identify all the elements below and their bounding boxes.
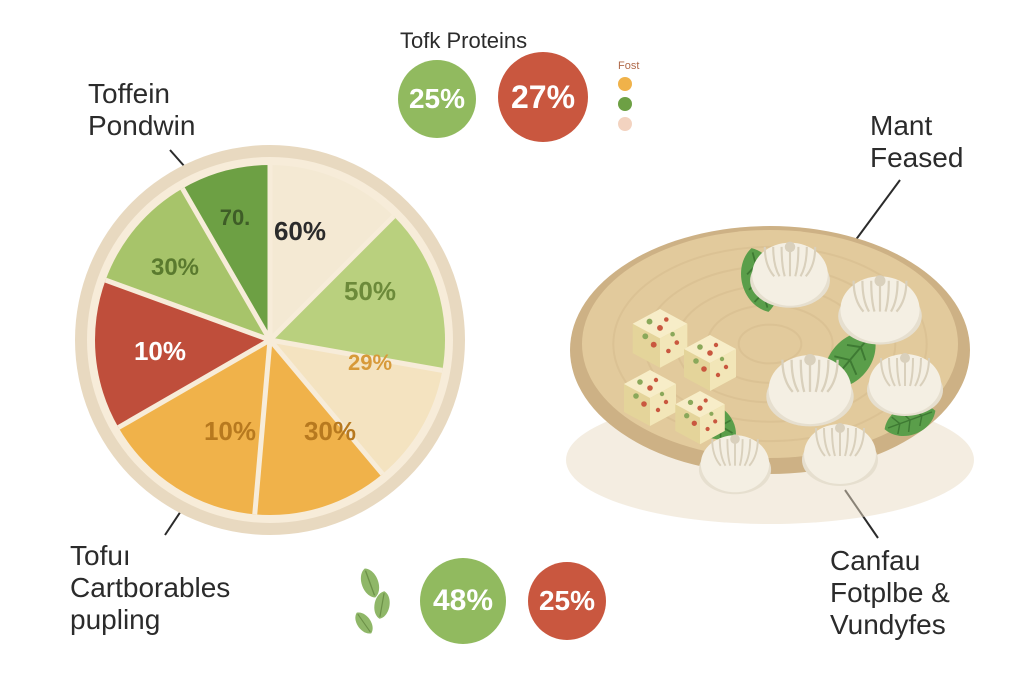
leaves-icon <box>340 565 410 645</box>
svg-text:29%: 29% <box>348 350 392 375</box>
svg-text:10%: 10% <box>204 416 256 446</box>
legend-dot <box>618 117 632 131</box>
legend-label: Fost <box>618 60 639 73</box>
legend-dot <box>618 77 632 91</box>
label-bottom-left: Tofuı Cartborables pupling <box>70 540 230 637</box>
svg-text:30%: 30% <box>304 416 356 446</box>
svg-text:10%: 10% <box>134 336 186 366</box>
label-top-left: Toffein Pondwin <box>88 78 195 142</box>
svg-text:70.: 70. <box>220 205 251 230</box>
legend: Fost <box>618 60 639 137</box>
stat-bubble-top-green: 25% <box>398 60 476 138</box>
header-title: Tofk Proteins <box>400 28 527 53</box>
svg-text:50%: 50% <box>344 276 396 306</box>
label-bottom-right: Canfau Fotplbe & Vundyfes <box>830 545 950 642</box>
svg-text:30%: 30% <box>151 254 199 281</box>
label-top-right: Mant Feased <box>870 110 963 174</box>
stat-bubble-bottom-red: 25% <box>528 562 606 640</box>
infographic-stage: Tofk Proteins Fost 25% 27% Toffein Pondw… <box>0 0 1024 683</box>
legend-dot <box>618 97 632 111</box>
stat-bubble-bottom-green: 48% <box>420 558 506 644</box>
stat-bubble-top-red: 27% <box>498 52 588 142</box>
svg-text:60%: 60% <box>274 216 326 246</box>
